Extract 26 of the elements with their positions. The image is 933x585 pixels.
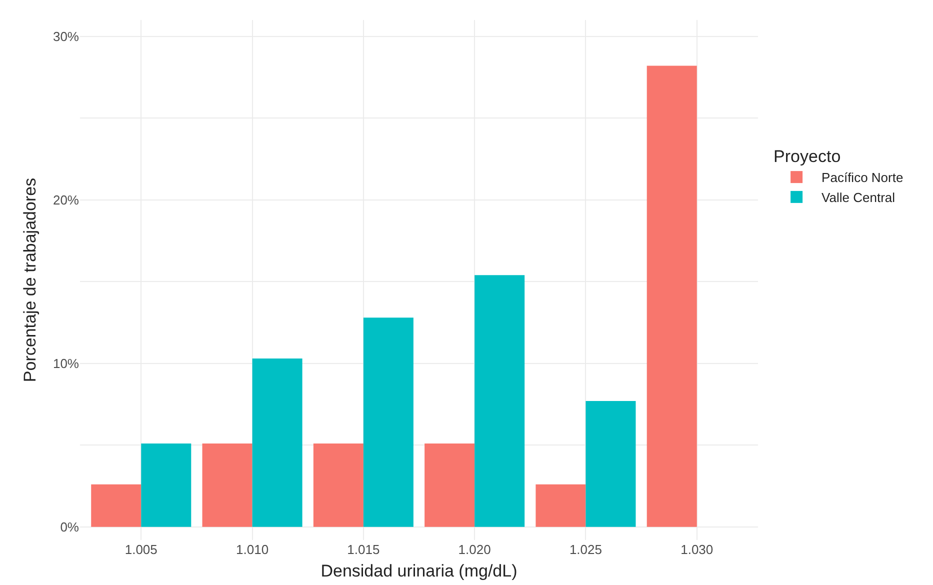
bar — [363, 318, 414, 527]
y-tick-label: 10% — [52, 356, 80, 371]
y-axis-title: Porcentaje de trabajadores — [20, 178, 40, 382]
y-tick-label: 0% — [60, 519, 80, 534]
legend-label: Valle Central — [822, 190, 896, 206]
x-tick-label: 1.015 — [347, 542, 380, 557]
x-axis-title: Densidad urinaria (mg/dL) — [320, 561, 518, 580]
y-tick-label: 20% — [52, 192, 80, 208]
bar — [586, 401, 636, 527]
y-tick-label: 30% — [52, 28, 80, 44]
bar — [202, 444, 252, 527]
bar — [141, 444, 192, 527]
bar — [313, 444, 364, 527]
bar — [646, 66, 697, 527]
bar — [536, 484, 586, 527]
x-tick-label: 1.030 — [680, 542, 714, 557]
bar — [252, 358, 302, 527]
bar — [91, 484, 142, 527]
x-tick-label: 1.005 — [124, 542, 158, 557]
bar — [474, 275, 525, 527]
x-tick-label: 1.010 — [236, 542, 269, 557]
x-tick-label: 1.020 — [458, 542, 491, 557]
legend-title: Proyecto — [774, 147, 841, 166]
legend-label: Pacífico Norte — [822, 170, 904, 186]
x-tick-label: 1.025 — [569, 542, 602, 557]
bar — [424, 444, 475, 527]
